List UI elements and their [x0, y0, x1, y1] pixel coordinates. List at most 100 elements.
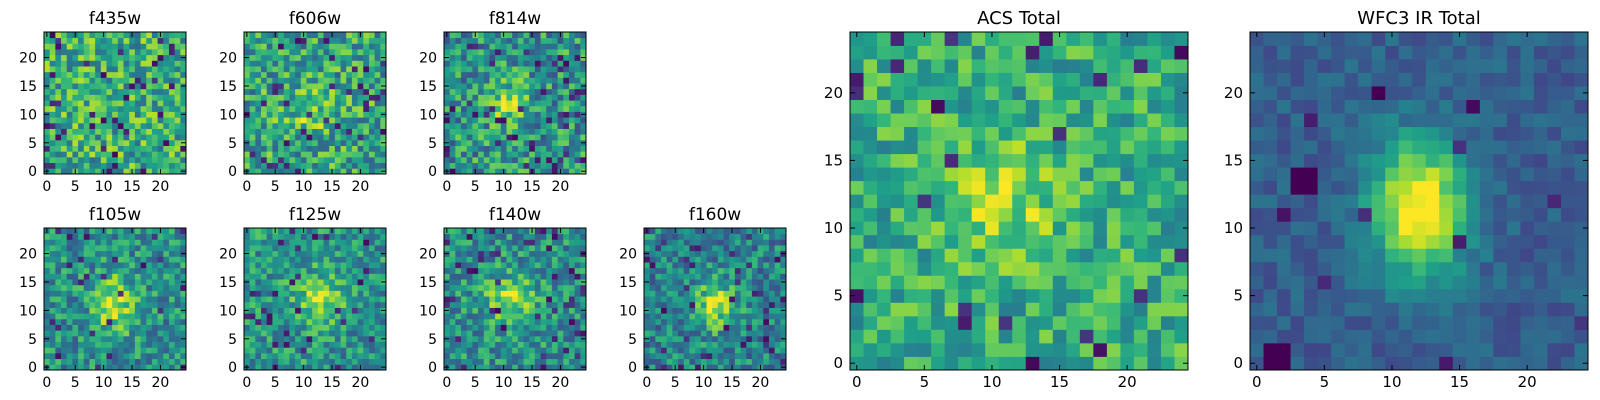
- heatmap-cell: [157, 233, 164, 240]
- heatmap-cell: [89, 151, 96, 158]
- heatmap-cell: [323, 122, 330, 129]
- heatmap-cell: [83, 296, 90, 303]
- heatmap-cell: [495, 267, 502, 274]
- y-tick-label: 5: [28, 136, 37, 152]
- heatmap-cell: [306, 139, 313, 146]
- heatmap-cell: [66, 301, 73, 308]
- heatmap-cell: [334, 318, 341, 325]
- heatmap-cell: [323, 364, 330, 371]
- heatmap-cell: [89, 54, 96, 61]
- heatmap-cell: [278, 341, 285, 348]
- heatmap-cell: [368, 324, 376, 331]
- heatmap-cell: [180, 245, 187, 252]
- heatmap-cell: [83, 111, 90, 118]
- heatmap-cell: [551, 162, 558, 169]
- heatmap-cell: [134, 100, 141, 107]
- heatmap-cell: [729, 262, 736, 269]
- heatmap-cell: [340, 43, 347, 50]
- heatmap-cell: [61, 168, 68, 175]
- heatmap-cell: [517, 162, 524, 169]
- heatmap-cell: [146, 145, 153, 152]
- heatmap-cell: [1147, 207, 1162, 222]
- heatmap-cell: [649, 290, 656, 297]
- heatmap-cell: [877, 275, 891, 290]
- heatmap-cell: [168, 88, 176, 95]
- heatmap-cell: [998, 329, 1013, 344]
- heatmap-cell: [95, 347, 102, 354]
- heatmap-cell: [763, 233, 770, 240]
- heatmap-cell: [517, 139, 524, 146]
- heatmap-cell: [157, 60, 164, 67]
- heatmap-cell: [500, 290, 507, 297]
- heatmap-cell: [123, 100, 130, 107]
- heatmap-cell: [495, 83, 502, 90]
- y-tick-label: 20: [219, 247, 237, 263]
- heatmap-cell: [112, 279, 119, 286]
- heatmap-cell: [61, 256, 68, 263]
- heatmap-cell: [334, 111, 341, 118]
- heatmap-cell: [55, 364, 62, 371]
- heatmap-cell: [466, 347, 473, 354]
- heatmap-cell: [466, 290, 473, 297]
- heatmap-cell: [563, 71, 570, 78]
- heatmap-cell: [723, 358, 730, 365]
- heatmap-cell: [850, 167, 864, 182]
- heatmap-cell: [163, 290, 170, 297]
- heatmap-cell: [140, 284, 147, 291]
- heatmap-cell: [483, 37, 490, 44]
- heatmap-cell: [529, 145, 536, 152]
- heatmap-cell: [489, 162, 496, 169]
- heatmap-cell: [255, 341, 262, 348]
- heatmap-cell: [374, 88, 381, 95]
- heatmap-cell: [478, 77, 485, 84]
- heatmap-cell: [1160, 329, 1175, 344]
- heatmap-cell: [55, 111, 62, 118]
- heatmap-cell: [61, 60, 68, 67]
- heatmap-cell: [317, 139, 324, 146]
- heatmap-cell: [1093, 275, 1108, 290]
- heatmap-cell: [83, 162, 90, 169]
- heatmap-cell: [1133, 329, 1148, 344]
- heatmap-cell: [500, 111, 507, 118]
- heatmap-cell: [66, 128, 73, 135]
- heatmap-cell: [106, 32, 113, 39]
- heatmap-cell: [134, 284, 141, 291]
- heatmap-cell: [157, 245, 164, 252]
- heatmap-cell: [351, 228, 358, 235]
- heatmap-cell: [123, 352, 130, 360]
- heatmap-cell: [255, 83, 262, 90]
- heatmap-cell: [106, 37, 113, 44]
- heatmap-cell: [351, 145, 358, 152]
- heatmap-cell: [985, 356, 1000, 371]
- heatmap-cell: [49, 168, 56, 175]
- heatmap-cell: [261, 139, 268, 146]
- heatmap-cell: [551, 32, 558, 39]
- heatmap-cell: [489, 60, 496, 67]
- heatmap-cell: [261, 296, 268, 303]
- heatmap-cell: [478, 352, 485, 360]
- heatmap-cell: [112, 352, 119, 360]
- heatmap-cell: [357, 88, 364, 95]
- heatmap-cell: [517, 330, 524, 337]
- heatmap-cell: [151, 313, 158, 320]
- heatmap-cell: [1106, 342, 1121, 357]
- heatmap-cell: [568, 233, 576, 240]
- heatmap-cell: [168, 245, 176, 252]
- heatmap-cell: [61, 313, 68, 320]
- heatmap-cell: [123, 94, 130, 101]
- heatmap-cell: [717, 318, 724, 325]
- heatmap-cell: [49, 139, 56, 146]
- heatmap-cell: [106, 54, 113, 61]
- heatmap-cell: [1066, 194, 1081, 209]
- heatmap-cell: [661, 233, 668, 240]
- heatmap-cell: [140, 262, 147, 269]
- heatmap-cell: [289, 273, 296, 280]
- heatmap-cell: [168, 49, 176, 56]
- heatmap-cell: [723, 313, 730, 320]
- heatmap-cell: [146, 347, 153, 354]
- heatmap-cell: [523, 37, 530, 44]
- heatmap-cell: [83, 71, 90, 78]
- heatmap-cell: [278, 313, 285, 320]
- heatmap-cell: [729, 233, 736, 240]
- heatmap-cell: [323, 117, 330, 124]
